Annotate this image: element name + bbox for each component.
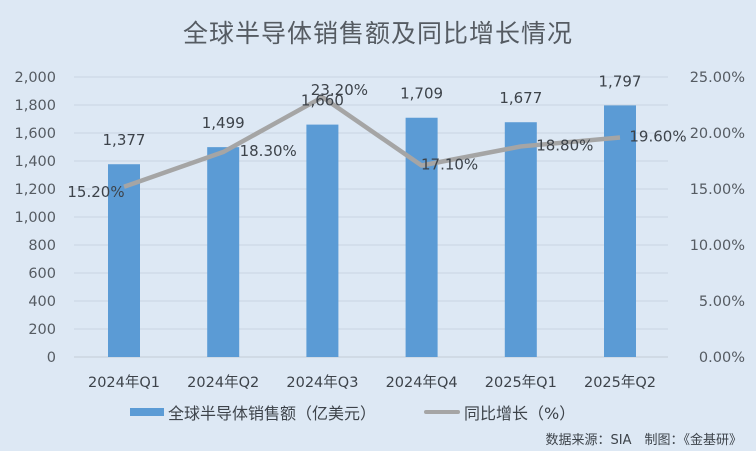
left-axis-tick: 2,000 — [14, 70, 56, 86]
bar-series — [108, 105, 636, 358]
bar-value-label: 1,377 — [103, 131, 146, 149]
bar — [504, 122, 537, 357]
category-label: 2025年Q1 — [485, 374, 557, 391]
left-axis-tick: 600 — [28, 266, 56, 282]
left-axis-tick: 1,400 — [14, 154, 56, 170]
category-label: 2024年Q1 — [88, 374, 160, 391]
category-label: 2024年Q4 — [386, 374, 458, 391]
legend: 全球半导体销售额（亿美元） 同比增长（%） — [130, 400, 615, 424]
line-value-label: 15.20% — [67, 183, 124, 201]
line-series — [123, 94, 621, 189]
line-value-label: 18.80% — [536, 136, 593, 154]
bar-value-label: 1,709 — [400, 85, 443, 103]
right-axis-tick: 5.00% — [699, 294, 745, 310]
bar — [405, 117, 438, 358]
growth-line — [123, 94, 621, 189]
left-axis-tick: 1,800 — [14, 98, 56, 114]
bar — [604, 105, 636, 357]
source-note: 数据来源：SIA 制图：《金基研》 — [545, 433, 742, 448]
bar-value-label: 1,660 — [301, 92, 344, 110]
bar-swatch-icon — [130, 408, 164, 416]
category-label: 2024年Q2 — [187, 374, 259, 391]
gridlines — [74, 76, 668, 358]
legend-label-sales: 全球半导体销售额（亿美元） — [168, 404, 377, 423]
line-value-label: 18.30% — [240, 142, 297, 160]
left-axis: 0 200 400 600 800 1,000 1,200 1,400 1,600 1,800 2,… — [14, 70, 56, 366]
line-data-labels: 15.20% 18.30% 23.20% 17.10% 18.80% 19.60% — [67, 81, 686, 201]
right-axis-tick: 15.00% — [690, 182, 745, 198]
category-label: 2024年Q3 — [286, 374, 358, 391]
bar — [306, 124, 339, 357]
right-axis-tick: 10.00% — [690, 238, 745, 254]
right-axis-tick: 20.00% — [690, 126, 745, 142]
bar-value-label: 1,797 — [599, 72, 642, 90]
bar-data-labels: 1,377 1,499 1,660 1,709 1,677 1,797 — [103, 72, 642, 149]
left-axis-tick: 1,600 — [14, 126, 56, 142]
bar-value-label: 1,499 — [202, 114, 245, 132]
line-swatch-icon — [424, 410, 461, 414]
left-axis-tick: 400 — [28, 294, 56, 310]
left-axis-tick: 0 — [47, 350, 56, 366]
bar — [207, 147, 240, 357]
right-axis-tick: 0.00% — [699, 350, 745, 366]
left-axis-tick: 200 — [28, 322, 56, 338]
left-axis-tick: 1,000 — [14, 210, 56, 226]
legend-item-growth: 同比增长（%） — [424, 400, 575, 424]
legend-item-sales: 全球半导体销售额（亿美元） — [130, 400, 376, 424]
category-label: 2025年Q2 — [584, 374, 656, 391]
right-axis-tick: 25.00% — [690, 70, 745, 86]
right-axis: 0.00% 5.00% 10.00% 15.00% 20.00% 25.00% — [690, 70, 745, 366]
bar-value-label: 1,677 — [499, 89, 542, 107]
legend-label-growth: 同比增长（%） — [464, 404, 576, 423]
chart-title: 全球半导体销售额及同比增长情况 — [182, 19, 573, 48]
left-axis-tick: 800 — [28, 238, 56, 254]
line-value-label: 17.10% — [421, 155, 478, 173]
category-axis: 2024年Q1 2024年Q2 2024年Q3 2024年Q4 2025年Q1 2025年… — [88, 374, 656, 391]
left-axis-tick: 1,200 — [14, 182, 56, 198]
bar — [108, 164, 140, 357]
line-value-label: 19.60% — [629, 127, 686, 145]
line-value-label: 23.20% — [311, 81, 368, 99]
